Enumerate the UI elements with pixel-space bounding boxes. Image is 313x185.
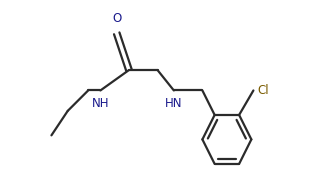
Text: NH: NH — [92, 97, 109, 110]
Text: HN: HN — [165, 97, 182, 110]
Text: O: O — [112, 12, 121, 25]
Text: Cl: Cl — [258, 84, 269, 97]
